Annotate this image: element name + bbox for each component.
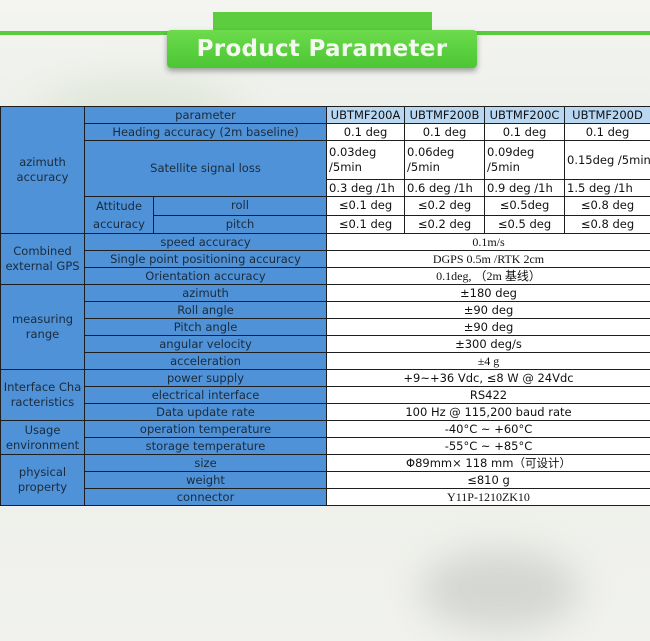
row-label: angular velocity bbox=[84, 335, 327, 353]
row-label: size bbox=[84, 454, 327, 472]
cell: 0.15deg /5min bbox=[564, 140, 650, 180]
value-cell: 0.1deg, （2m 基线） bbox=[326, 267, 650, 285]
row-label: connector bbox=[84, 488, 327, 506]
row-label: speed accuracy bbox=[84, 233, 327, 251]
table-row: acceleration ±4 g bbox=[1, 352, 650, 370]
table-row: Data update rate 100 Hz @ 115,200 baud ra… bbox=[1, 403, 650, 421]
row-label: power supply bbox=[84, 369, 327, 387]
row-label: operation temperature bbox=[84, 420, 327, 438]
value-cell: Y11P-1210ZK10 bbox=[326, 488, 650, 506]
value-cell: RS422 bbox=[326, 386, 650, 404]
cell: ≤0.5 deg bbox=[484, 214, 565, 234]
row-label: Heading accuracy (2m baseline) bbox=[84, 123, 327, 141]
cell: 0.06deg /5min bbox=[404, 140, 485, 180]
table-row: pitch ≤0.1 deg ≤0.2 deg ≤0.5 deg ≤0.8 de… bbox=[1, 214, 650, 234]
row-label: Single point positioning accuracy bbox=[84, 250, 327, 268]
table-row: Attitude accuracy roll ≤0.1 deg ≤0.2 deg… bbox=[1, 196, 650, 234]
value-cell: Φ89mm× 118 mm（可设计） bbox=[326, 454, 650, 472]
table-row: connector Y11P-1210ZK10 bbox=[1, 488, 650, 506]
row-label: azimuth bbox=[84, 284, 327, 302]
table-row: Combined external GPS speed accuracy 0.1m/… bbox=[0, 233, 650, 285]
header-parameter: parameter bbox=[84, 106, 327, 124]
table-row: 0.3 deg /1h 0.6 deg /1h 0.9 deg /1h 1.5 … bbox=[1, 179, 650, 197]
table-header-row: azimuth accuracy parameter UBTMF200A UBT… bbox=[0, 106, 650, 234]
table-row: Single point positioning accuracy DGPS 0.… bbox=[1, 250, 650, 268]
cell: ≤0.2 deg bbox=[404, 196, 485, 216]
table-row: Usage environment operation temperature -4… bbox=[0, 420, 650, 455]
page-title: Product Parameter bbox=[167, 30, 477, 68]
cell: 1.5 deg /1h bbox=[564, 179, 650, 197]
value-cell: -55°C ~ +85°C bbox=[326, 437, 650, 455]
row-label: Satellite signal loss bbox=[84, 140, 327, 197]
parameter-table: azimuth accuracy parameter UBTMF200A UBT… bbox=[0, 106, 650, 506]
value-cell: 100 Hz @ 115,200 baud rate bbox=[326, 403, 650, 421]
table-row: storage temperature -55°C ~ +85°C bbox=[1, 437, 650, 455]
row-label: Orientation accuracy bbox=[84, 267, 327, 285]
value-cell: DGPS 0.5m /RTK 2cm bbox=[326, 250, 650, 268]
cell: 0.9 deg /1h bbox=[484, 179, 565, 197]
cell: 0.03deg /5min bbox=[326, 140, 405, 180]
value-cell: ≤810 g bbox=[326, 471, 650, 489]
cell: 0.1 deg bbox=[326, 123, 405, 141]
table-row: physical property size Φ89mm× 118 mm（可设计） bbox=[0, 454, 650, 506]
background-device-image bbox=[420, 550, 580, 630]
cell: 0.09deg /5min bbox=[484, 140, 565, 180]
table-row: Orientation accuracy 0.1deg, （2m 基线） bbox=[1, 267, 650, 285]
row-label: weight bbox=[84, 471, 327, 489]
table-row: Pitch angle ±90 deg bbox=[1, 318, 650, 336]
value-cell: 0.1m/s bbox=[326, 233, 650, 251]
cell: 0.1 deg bbox=[484, 123, 565, 141]
table-row: angular velocity ±300 deg/s bbox=[1, 335, 650, 353]
group-label: Interface Characteristics bbox=[0, 369, 85, 421]
table-row: Interface Characteristics power supply +9~… bbox=[0, 369, 650, 421]
table-row: electrical interface RS422 bbox=[1, 386, 650, 404]
subgroup-label: Attitude accuracy bbox=[84, 196, 154, 234]
value-cell: ±300 deg/s bbox=[326, 335, 650, 353]
cell: ≤0.8 deg bbox=[564, 214, 650, 234]
model-header: UBTMF200B bbox=[404, 106, 485, 124]
row-label: roll bbox=[153, 196, 327, 216]
table-row: Heading accuracy (2m baseline) 0.1 deg 0… bbox=[1, 123, 650, 141]
value-cell: ±180 deg bbox=[326, 284, 650, 302]
cell: ≤0.2 deg bbox=[404, 214, 485, 234]
group-label: measuring range bbox=[0, 284, 85, 370]
row-label: pitch bbox=[153, 214, 327, 234]
cell: 0.3 deg /1h bbox=[326, 179, 405, 197]
value-cell: -40°C ~ +60°C bbox=[326, 420, 650, 438]
model-header: UBTMF200A bbox=[326, 106, 405, 124]
table-row: Satellite signal loss 0.03deg /5min 0.06… bbox=[1, 140, 650, 197]
cell: ≤0.1 deg bbox=[326, 214, 405, 234]
table-row: measuring range azimuth ±180 deg bbox=[0, 284, 650, 370]
group-label: azimuth accuracy bbox=[0, 106, 85, 234]
row-label: storage temperature bbox=[84, 437, 327, 455]
table-row: Roll angle ±90 deg bbox=[1, 301, 650, 319]
model-header: UBTMF200D bbox=[564, 106, 650, 124]
group-label: physical property bbox=[0, 454, 85, 506]
value-cell: ±90 deg bbox=[326, 318, 650, 336]
value-cell: +9~+36 Vdc, ≤8 W @ 24Vdc bbox=[326, 369, 650, 387]
title-tab-back bbox=[213, 12, 432, 33]
cell: ≤0.8 deg bbox=[564, 196, 650, 216]
row-label: Data update rate bbox=[84, 403, 327, 421]
cell: 0.6 deg /1h bbox=[404, 179, 485, 197]
value-cell: ±4 g bbox=[326, 352, 650, 370]
cell: 0.1 deg bbox=[564, 123, 650, 141]
cell: ≤0.1 deg bbox=[326, 196, 405, 216]
cell: ≤0.5deg bbox=[484, 196, 565, 216]
row-label: electrical interface bbox=[84, 386, 327, 404]
group-label: Usage environment bbox=[0, 420, 85, 455]
table-row: weight ≤810 g bbox=[1, 471, 650, 489]
row-label: acceleration bbox=[84, 352, 327, 370]
group-label: Combined external GPS bbox=[0, 233, 85, 285]
value-cell: ±90 deg bbox=[326, 301, 650, 319]
model-header: UBTMF200C bbox=[484, 106, 565, 124]
row-label: Roll angle bbox=[84, 301, 327, 319]
cell: 0.1 deg bbox=[404, 123, 485, 141]
row-label: Pitch angle bbox=[84, 318, 327, 336]
